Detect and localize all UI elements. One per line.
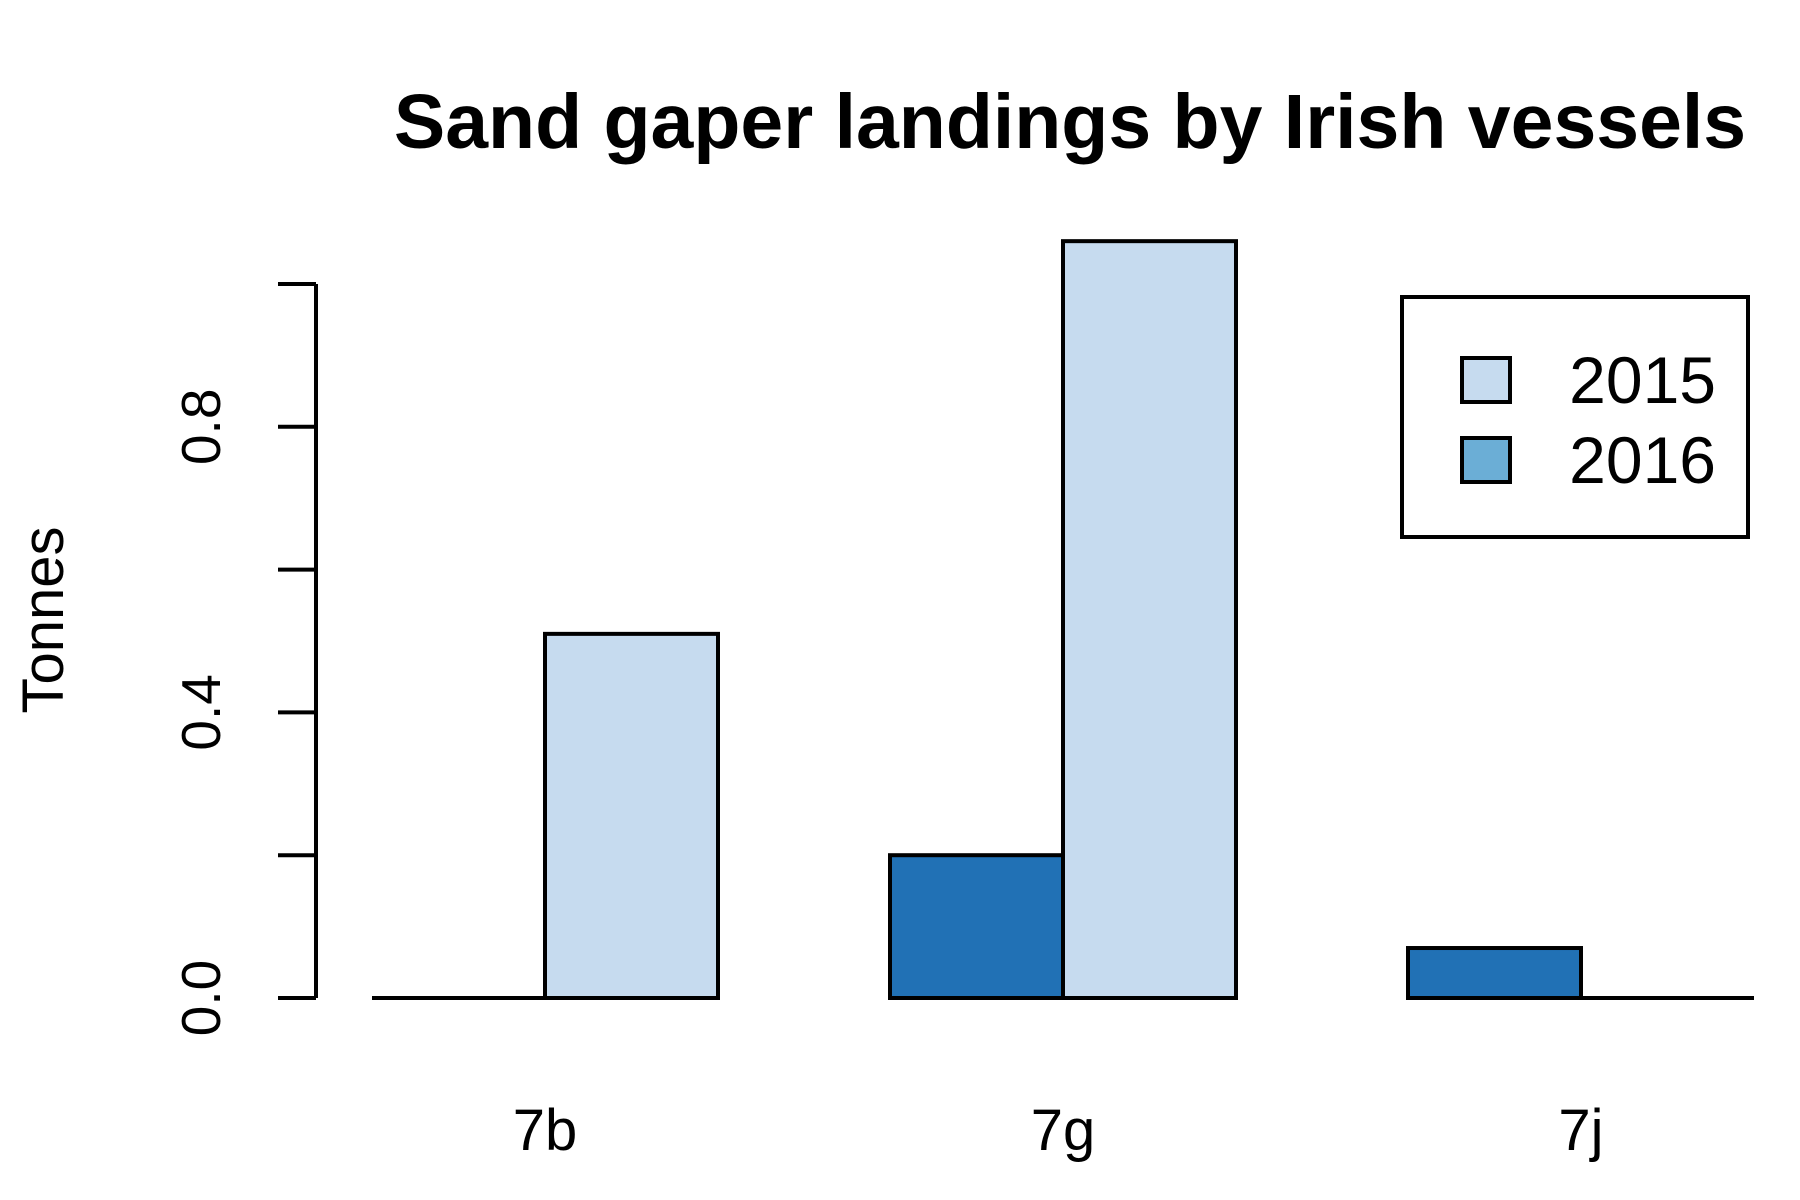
legend-box: [1400, 295, 1750, 539]
y-axis: 0.0 0.4 0.8: [170, 282, 318, 1036]
y-tick-label: 0.0: [170, 960, 232, 1036]
bar-7j-2016: [1406, 946, 1583, 1001]
legend-label-2016: 2016: [1569, 423, 1716, 497]
legend-swatch-2015: [1460, 356, 1512, 404]
y-tick-label: 0.4: [170, 674, 232, 750]
bars: [372, 239, 1754, 1001]
legend-label-2015: 2015: [1569, 343, 1716, 417]
x-axis-labels: 7b 7g 7j: [513, 1098, 1604, 1163]
bar-7g-2015: [1061, 239, 1238, 1001]
chart-title: Sand gaper landings by Irish vessels: [394, 79, 1746, 165]
bar-7g-2016: [888, 853, 1065, 1001]
y-axis-label: Tonnes: [11, 526, 76, 713]
x-tick-label-7j: 7j: [1558, 1098, 1603, 1163]
legend-swatch-2016: [1460, 436, 1512, 484]
x-tick-label-7b: 7b: [513, 1098, 578, 1163]
x-tick-label-7g: 7g: [1031, 1098, 1096, 1163]
y-tick-label: 0.8: [170, 389, 232, 465]
bar-7b-2015: [543, 631, 720, 1000]
